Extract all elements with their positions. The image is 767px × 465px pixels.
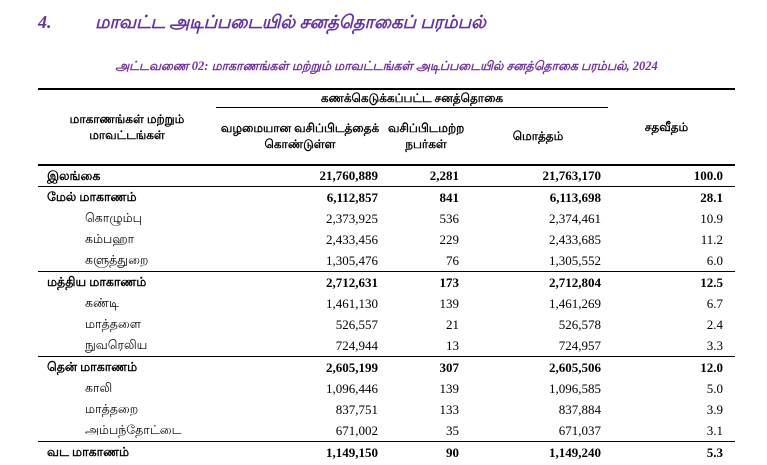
cell-homeless: 536 bbox=[439, 211, 460, 227]
cell-name: கண்டி bbox=[85, 296, 119, 311]
cell-total: 6,113,698 bbox=[468, 186, 608, 209]
cell-homeless: 841 bbox=[384, 186, 468, 209]
cell-usual: 1,461,130 bbox=[326, 296, 378, 312]
cell-usual: 724,944 bbox=[335, 338, 378, 354]
cell-percent: 5.0 bbox=[706, 381, 723, 397]
cell-name: மேல் மாகாணம் bbox=[38, 186, 216, 209]
section-heading: 4. மாவட்ட அடிப்படையில் சனத்தொகைப் பரம்பல் bbox=[38, 10, 738, 34]
cell-usual: 2,373,925 bbox=[326, 211, 378, 227]
cell-percent: 11.2 bbox=[700, 232, 723, 248]
cell-usual: 837,751 bbox=[335, 402, 378, 418]
cell-usual: 1,305,476 bbox=[326, 253, 378, 269]
cell-percent: 12.0 bbox=[608, 356, 735, 379]
cell-name: நுவரெலிய bbox=[85, 338, 148, 353]
cell-percent: 3.3 bbox=[706, 338, 723, 354]
table-row-sri-lanka: இலங்கை 21,760,889 2,281 21,763,170 100.0 bbox=[38, 165, 735, 187]
cell-total: 2,374,461 bbox=[549, 211, 601, 227]
cell-usual: 6,112,857 bbox=[216, 186, 384, 209]
col-header-homeless-persons: வசிப்பிடமற்ற நபர்கள் bbox=[384, 107, 468, 167]
cell-total: 724,957 bbox=[558, 338, 601, 354]
cell-name: வட மாகாணம் bbox=[38, 441, 216, 464]
col-header-percent: சதவீதம் bbox=[608, 89, 735, 167]
table-row-kalutara: களுத்துறை 1,305,476 76 1,305,552 6.0 bbox=[38, 250, 735, 272]
table-row-western-province: மேல் மாகாணம் 6,112,857 841 6,113,698 28.… bbox=[38, 186, 735, 209]
cell-homeless: 2,281 bbox=[429, 168, 459, 184]
cell-name: அம்பந்தோட்டை bbox=[85, 423, 182, 438]
table-row-central-province: மத்திய மாகாணம் 2,712,631 173 2,712,804 1… bbox=[38, 271, 735, 294]
cell-homeless: 139 bbox=[439, 296, 460, 312]
table-row-northern-province: வட மாகாணம் 1,149,150 90 1,149,240 5.3 bbox=[38, 441, 735, 464]
cell-percent: 10.9 bbox=[700, 211, 723, 227]
cell-name: இலங்கை bbox=[47, 169, 101, 184]
cell-total: 1,461,269 bbox=[549, 296, 601, 312]
table-row-colombo: கொழும்பு 2,373,925 536 2,374,461 10.9 bbox=[38, 208, 735, 229]
cell-percent: 12.5 bbox=[608, 271, 735, 294]
cell-usual: 2,605,199 bbox=[216, 356, 384, 379]
cell-total: 2,712,804 bbox=[468, 271, 608, 294]
cell-usual: 1,096,446 bbox=[326, 381, 378, 397]
cell-percent: 28.1 bbox=[608, 186, 735, 209]
cell-total: 2,605,506 bbox=[468, 356, 608, 379]
cell-name: கம்பஹா bbox=[85, 232, 135, 247]
table-row-galle: காலி 1,096,446 139 1,096,585 5.0 bbox=[38, 378, 735, 399]
cell-percent: 3.9 bbox=[706, 402, 723, 418]
cell-usual: 1,149,150 bbox=[216, 441, 384, 464]
table-body: இலங்கை 21,760,889 2,281 21,763,170 100.0… bbox=[38, 165, 735, 464]
cell-homeless: 307 bbox=[384, 356, 468, 379]
section-number: 4. bbox=[38, 12, 52, 32]
cell-homeless: 21 bbox=[446, 317, 459, 333]
cell-homeless: 139 bbox=[439, 381, 460, 397]
cell-homeless: 229 bbox=[439, 232, 460, 248]
cell-total: 526,578 bbox=[558, 317, 601, 333]
cell-total: 1,305,552 bbox=[549, 253, 601, 269]
cell-percent: 6.0 bbox=[706, 253, 723, 269]
population-table: மாகாணங்கள் மற்றும் மாவட்டங்கள் கணக்கெடுக… bbox=[38, 88, 735, 464]
table-row-gampaha: கம்பஹா 2,433,456 229 2,433,685 11.2 bbox=[38, 229, 735, 250]
cell-percent: 6.7 bbox=[706, 296, 723, 312]
table-row-southern-province: தென் மாகாணம் 2,605,199 307 2,605,506 12.… bbox=[38, 356, 735, 379]
cell-total: 2,433,685 bbox=[549, 232, 601, 248]
table-row-nuwara-eliya: நுவரெலிய 724,944 13 724,957 3.3 bbox=[38, 335, 735, 357]
cell-total: 21,763,170 bbox=[542, 168, 602, 184]
cell-usual: 671,002 bbox=[335, 423, 378, 439]
table-row-kandy: கண்டி 1,461,130 139 1,461,269 6.7 bbox=[38, 293, 735, 314]
cell-homeless: 90 bbox=[384, 441, 468, 464]
cell-name: காலி bbox=[85, 381, 113, 396]
cell-homeless: 35 bbox=[446, 423, 459, 439]
cell-total: 1,149,240 bbox=[468, 441, 608, 464]
cell-usual: 21,760,889 bbox=[319, 168, 379, 184]
cell-name: களுத்துறை bbox=[85, 253, 149, 268]
cell-homeless: 173 bbox=[384, 271, 468, 294]
cell-percent: 3.1 bbox=[706, 423, 723, 439]
col-header-provinces-districts: மாகாணங்கள் மற்றும் மாவட்டங்கள் bbox=[38, 89, 216, 167]
cell-usual: 526,557 bbox=[335, 317, 378, 333]
cell-usual: 2,712,631 bbox=[216, 271, 384, 294]
cell-total: 671,037 bbox=[558, 423, 601, 439]
cell-percent: 5.3 bbox=[608, 441, 735, 464]
cell-homeless: 133 bbox=[439, 402, 460, 418]
cell-name: மாத்தறை bbox=[85, 402, 139, 417]
cell-homeless: 13 bbox=[446, 338, 459, 354]
cell-total: 837,884 bbox=[558, 402, 601, 418]
table-header: மாகாணங்கள் மற்றும் மாவட்டங்கள் கணக்கெடுக… bbox=[38, 89, 735, 167]
table-caption: அட்டவணை 02: மாகாணங்கள் மற்றும் மாவட்டங்க… bbox=[115, 59, 658, 73]
cell-name: மாத்தளை bbox=[85, 317, 141, 332]
cell-homeless: 76 bbox=[446, 253, 459, 269]
table-row-matale: மாத்தளை 526,557 21 526,578 2.4 bbox=[38, 314, 735, 335]
cell-usual: 2,433,456 bbox=[326, 232, 378, 248]
cell-percent: 2.4 bbox=[706, 317, 723, 333]
cell-name: தென் மாகாணம் bbox=[38, 356, 216, 379]
col-header-enumerated-population-group: கணக்கெடுக்கப்பட்ட சனத்தொகை bbox=[216, 89, 608, 109]
cell-percent: 100.0 bbox=[693, 168, 723, 184]
col-header-total: மொத்தம் bbox=[468, 107, 608, 167]
cell-total: 1,096,585 bbox=[549, 381, 601, 397]
table-row-hambantota: அம்பந்தோட்டை 671,002 35 671,037 3.1 bbox=[38, 420, 735, 442]
cell-name: கொழும்பு bbox=[85, 211, 142, 226]
col-header-usual-residence: வழமையான வசிப்பிடத்தைக் கொண்டுள்ள bbox=[216, 107, 384, 167]
table-row-matara: மாத்தறை 837,751 133 837,884 3.9 bbox=[38, 399, 735, 420]
section-title: மாவட்ட அடிப்படையில் சனத்தொகைப் பரம்பல் bbox=[95, 12, 486, 32]
cell-name: மத்திய மாகாணம் bbox=[38, 271, 216, 294]
